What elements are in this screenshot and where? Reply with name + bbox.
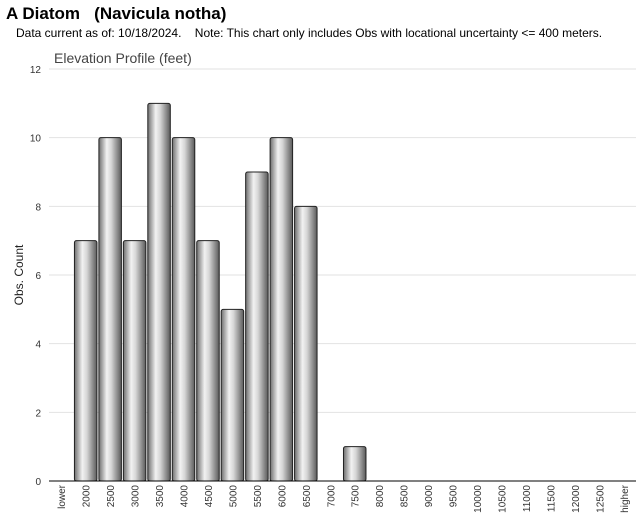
x-tick-label: 10000 [473, 485, 484, 513]
x-tick-label: higher [620, 484, 631, 512]
x-tick-label: 12500 [595, 485, 606, 513]
y-tick-label: 12 [30, 65, 42, 76]
x-tick-label: 5500 [253, 485, 264, 508]
bar-4000 [171, 137, 196, 482]
x-tick-label: 6500 [302, 485, 313, 508]
x-tick-label: 6000 [277, 485, 288, 508]
x-tick-label: 2000 [82, 485, 93, 508]
bar-7500 [342, 446, 367, 482]
bar-5500 [245, 171, 269, 482]
x-tick-label: 3500 [155, 485, 166, 508]
y-tick-label: 4 [35, 340, 41, 351]
x-tick-label: 12000 [571, 485, 582, 513]
x-tick-label: 4500 [204, 485, 215, 508]
bar-3500 [147, 102, 171, 482]
bars [73, 102, 367, 482]
x-tick-label: 9000 [424, 485, 435, 508]
bar-4500 [196, 240, 220, 482]
gridlines [49, 68, 636, 413]
y-tick-label: 10 [30, 134, 42, 145]
x-axis-ticks: lower 2000 2500 3000 3500 4000 4500 5000 5500 600… [57, 484, 631, 512]
x-tick-label: 3000 [131, 485, 142, 508]
x-tick-label: 9500 [449, 485, 460, 508]
bar-3000 [122, 240, 147, 482]
chart-heading: A Diatom (Navicula notha) [6, 4, 227, 23]
x-tick-label: lower [57, 484, 68, 509]
x-tick-label: 11000 [522, 485, 533, 513]
x-tick-label: 8500 [400, 485, 411, 508]
bar-2500 [98, 137, 122, 482]
x-tick-label: 7500 [351, 485, 362, 508]
y-axis-label: Obs. Count [12, 244, 26, 305]
y-tick-label: 0 [35, 477, 41, 488]
y-tick-label: 2 [35, 408, 41, 419]
bar-6000 [269, 137, 294, 482]
x-tick-label: 2500 [106, 485, 117, 508]
y-axis-ticks: 0 2 4 6 8 10 12 [30, 65, 42, 488]
data-note: Data current as of: 10/18/2024. Note: Th… [16, 26, 603, 40]
x-tick-label: 4000 [180, 485, 191, 508]
bar-6500 [294, 205, 318, 482]
chart-title: Elevation Profile (feet) [54, 50, 192, 66]
y-tick-label: 8 [35, 202, 41, 213]
x-tick-label: 8000 [375, 485, 386, 508]
bar-5000 [220, 308, 245, 482]
bar-2000 [73, 240, 98, 482]
x-tick-label: 11500 [546, 485, 557, 513]
x-tick-label: 10500 [497, 485, 508, 513]
x-tick-label: 5000 [228, 485, 239, 508]
x-tick-label: 7000 [326, 485, 337, 508]
y-tick-label: 6 [35, 271, 41, 282]
